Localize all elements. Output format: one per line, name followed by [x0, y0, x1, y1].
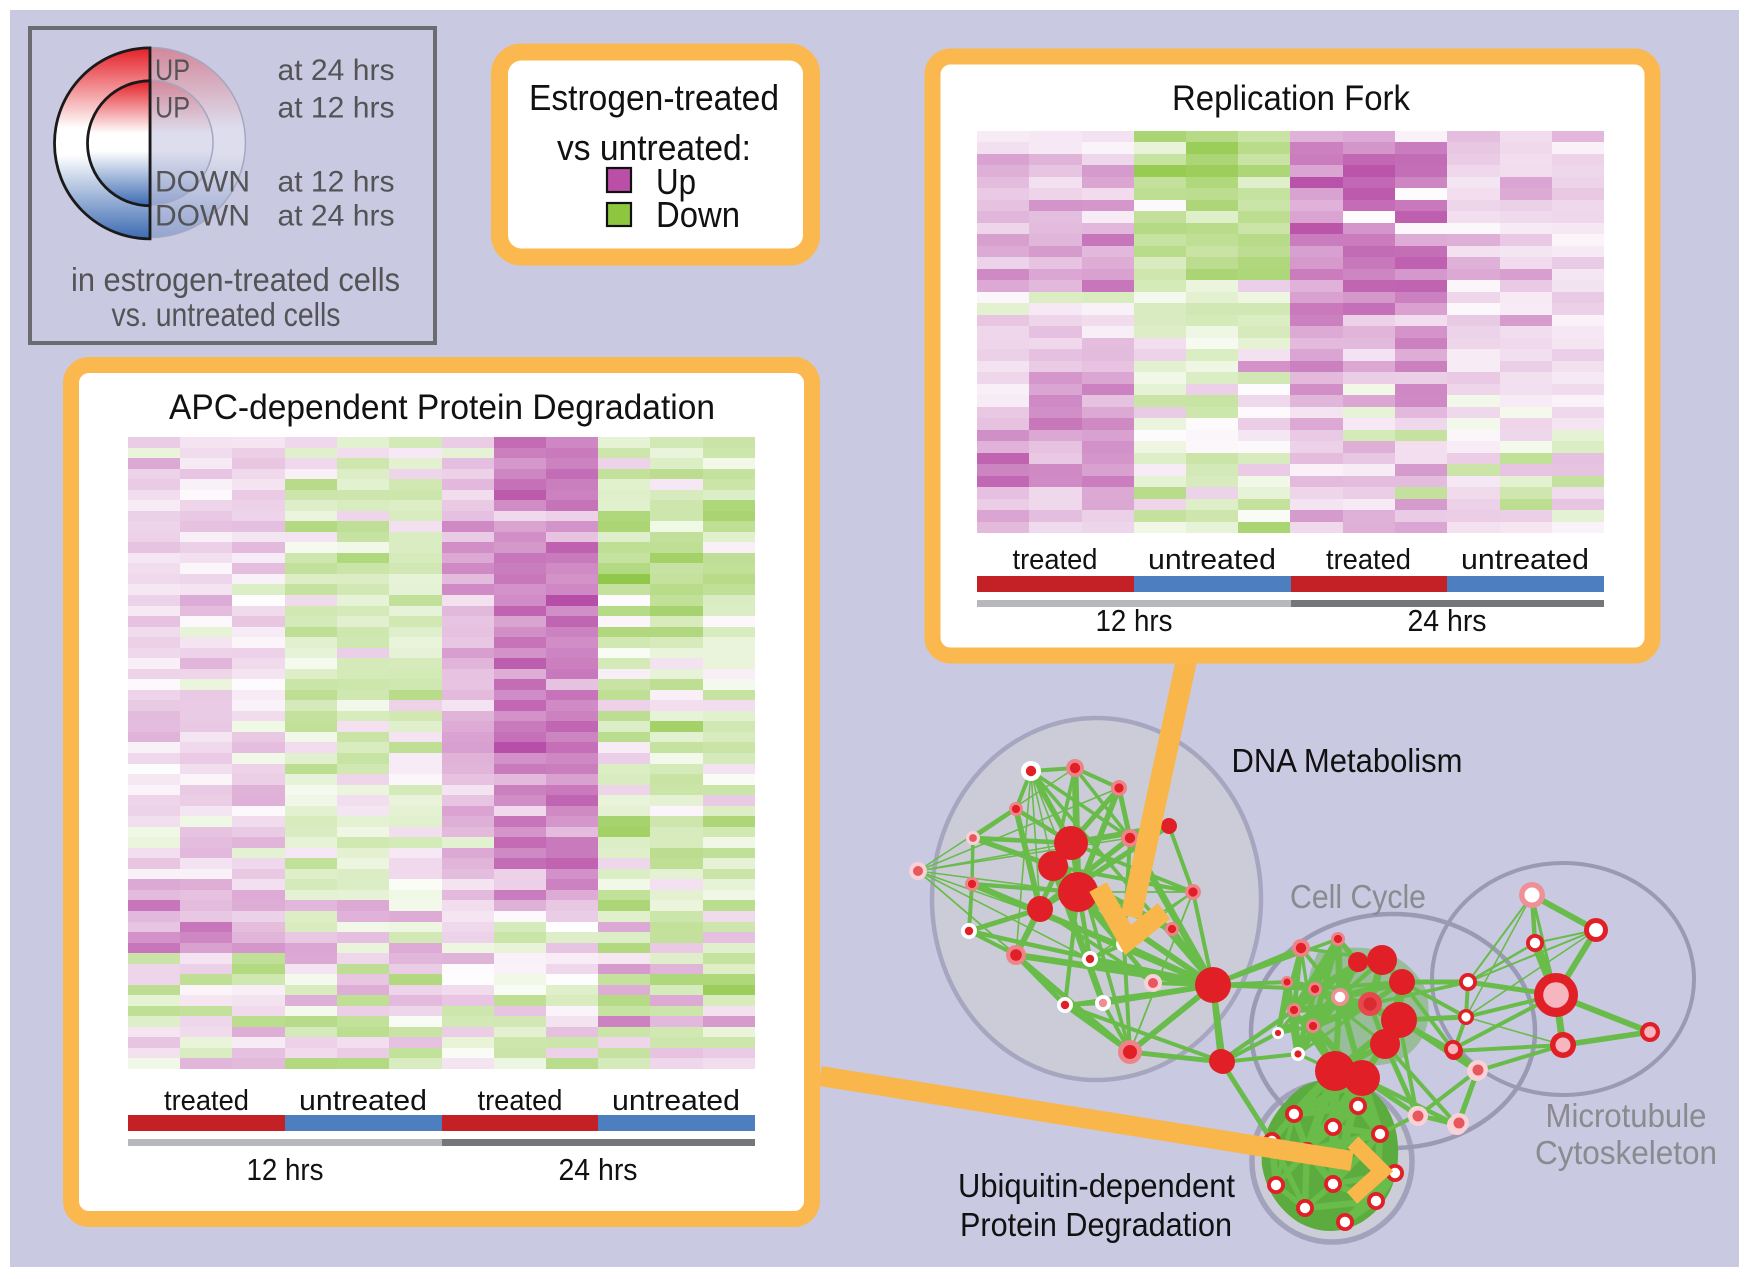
- svg-text:Cytoskeleton: Cytoskeleton: [1535, 1134, 1717, 1171]
- svg-text:treated: treated: [1326, 544, 1411, 576]
- svg-text:DOWN: DOWN: [155, 200, 250, 233]
- svg-text:at 24 hrs: at 24 hrs: [278, 200, 395, 233]
- svg-text:at 12 hrs: at 12 hrs: [278, 92, 395, 125]
- svg-text:untreated: untreated: [1148, 544, 1276, 576]
- svg-text:vs. untreated cells: vs. untreated cells: [112, 296, 341, 333]
- svg-text:Microtubule: Microtubule: [1546, 1097, 1707, 1134]
- svg-text:UP: UP: [155, 92, 190, 125]
- svg-text:untreated: untreated: [612, 1085, 740, 1117]
- svg-text:Up: Up: [656, 161, 696, 202]
- svg-text:at 24 hrs: at 24 hrs: [278, 54, 395, 87]
- svg-text:treated: treated: [164, 1085, 249, 1117]
- svg-text:treated: treated: [1013, 544, 1098, 576]
- svg-text:DNA Metabolism: DNA Metabolism: [1232, 742, 1463, 779]
- svg-text:24 hrs: 24 hrs: [559, 1152, 638, 1187]
- svg-text:Down: Down: [656, 194, 740, 235]
- svg-text:Estrogen-treated: Estrogen-treated: [529, 77, 779, 118]
- svg-text:Ubiquitin-dependent: Ubiquitin-dependent: [958, 1167, 1235, 1204]
- svg-text:vs untreated:: vs untreated:: [557, 127, 751, 168]
- svg-text:UP: UP: [155, 54, 190, 87]
- svg-text:at 12 hrs: at 12 hrs: [278, 166, 395, 199]
- svg-text:12 hrs: 12 hrs: [1096, 603, 1173, 638]
- svg-text:Protein Degradation: Protein Degradation: [960, 1206, 1232, 1243]
- svg-text:DOWN: DOWN: [155, 166, 250, 199]
- svg-text:untreated: untreated: [299, 1085, 427, 1117]
- svg-text:APC-dependent Protein Degradat: APC-dependent Protein Degradation: [169, 388, 715, 427]
- svg-text:in estrogen-treated cells: in estrogen-treated cells: [71, 261, 400, 298]
- svg-text:Cell Cycle: Cell Cycle: [1290, 878, 1426, 915]
- svg-text:12 hrs: 12 hrs: [247, 1152, 324, 1187]
- svg-text:Replication Fork: Replication Fork: [1172, 79, 1410, 118]
- svg-text:untreated: untreated: [1461, 544, 1589, 576]
- svg-text:treated: treated: [478, 1085, 563, 1117]
- svg-text:24 hrs: 24 hrs: [1408, 603, 1487, 638]
